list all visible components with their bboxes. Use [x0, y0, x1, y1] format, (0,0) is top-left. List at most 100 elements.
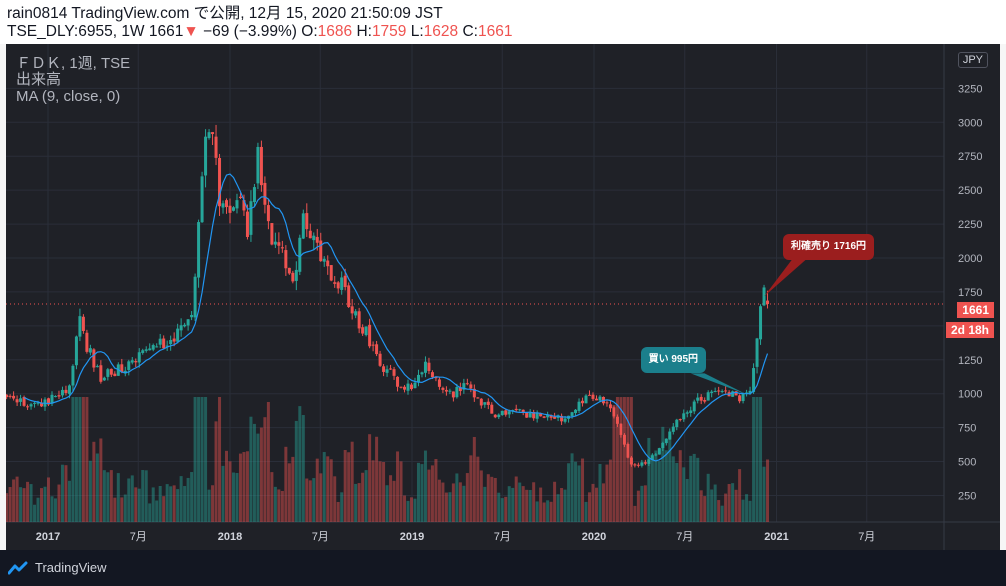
candle-body [179, 325, 183, 331]
candle-body [151, 345, 155, 350]
volume-bar [225, 450, 229, 522]
candle-body [294, 269, 298, 281]
volume-bar [214, 421, 218, 522]
volume-bar [605, 464, 609, 522]
candle-body [144, 349, 148, 351]
volume-bar [368, 434, 372, 522]
candle-body [368, 324, 372, 347]
time-tick-label: 2020 [582, 531, 606, 543]
chart-panel[interactable]: 2505007501000125015001750200022502500275… [6, 44, 1000, 550]
tradingview-brand[interactable]: TradingView [8, 560, 107, 575]
close-label: C: [462, 23, 478, 40]
volume-bar [588, 492, 592, 522]
volume-bar [406, 500, 410, 522]
candle-body [588, 394, 592, 396]
annotation-pointers [690, 259, 807, 395]
volume-bar [127, 478, 131, 522]
volume-bar [577, 465, 581, 522]
candle-body [500, 410, 504, 416]
candle-body [336, 282, 340, 289]
grid [6, 44, 1000, 550]
candle-body [88, 348, 92, 353]
volume-bar [134, 487, 138, 522]
volume-bar [657, 461, 661, 522]
candle-body [612, 407, 616, 417]
candle-body [584, 395, 588, 404]
volume-bar [556, 494, 560, 522]
volume-bar [734, 489, 738, 522]
volume-bar [19, 487, 23, 522]
buy-pointer [690, 373, 747, 395]
candle-body [675, 419, 679, 428]
volume-bar [113, 497, 117, 522]
time-tick-label: 7月 [130, 531, 147, 543]
last-price: 1661 [148, 23, 184, 40]
candle-body [664, 438, 668, 444]
close-value: 1661 [477, 23, 513, 40]
candle-body [287, 267, 291, 274]
candle-body [273, 241, 277, 245]
volume-bar [441, 482, 445, 522]
candle-body [354, 311, 358, 316]
buy-annotation[interactable]: 買い 995円 [640, 347, 707, 374]
legend-ma[interactable]: MA (9, close, 0) [16, 88, 121, 105]
candle-body [745, 392, 749, 394]
price-chart[interactable]: 2505007501000125015001750200022502500275… [6, 44, 1000, 550]
candle-body [29, 404, 33, 407]
volume-bar [553, 481, 557, 522]
volume-bar [493, 477, 497, 522]
candle-body [211, 132, 215, 135]
candle-body [766, 300, 770, 304]
price-tick-label: 3000 [958, 117, 982, 129]
volume-bar [183, 486, 187, 522]
legend-volume[interactable]: 出来高 [16, 71, 62, 88]
volume-bar [204, 397, 208, 522]
candle-body [521, 409, 525, 413]
candle-body [528, 412, 532, 418]
volume-bar [36, 497, 40, 522]
volume-bar [650, 454, 654, 522]
candle-body [472, 388, 476, 398]
candle-body [717, 390, 721, 392]
volume-bar [500, 498, 504, 522]
candle-body [382, 366, 386, 372]
candle-body [661, 442, 665, 448]
volume-bar [43, 486, 47, 522]
candle-body [102, 377, 106, 381]
candle-body [50, 394, 54, 404]
candle-body [245, 211, 249, 237]
candle-body [720, 390, 724, 392]
candle-body [713, 391, 717, 393]
volume-bar [221, 465, 225, 522]
volume-bar [581, 458, 585, 522]
candle-body [535, 412, 539, 419]
volume-bar [162, 496, 166, 522]
candle-body [85, 332, 89, 352]
candle-body [270, 223, 274, 245]
volume-bar [640, 485, 644, 522]
volume-bar [689, 455, 693, 522]
volume-bar [361, 472, 365, 522]
candle-body [371, 344, 375, 346]
candle-body [340, 277, 344, 290]
volume-bar [612, 404, 616, 522]
candle-body [162, 338, 166, 349]
volume-bar [116, 473, 120, 522]
volume-bar [130, 475, 134, 522]
candle-body [249, 201, 253, 235]
currency-badge[interactable]: JPY [957, 52, 988, 68]
candle-body [329, 265, 333, 281]
volume-bar [542, 502, 546, 522]
volume-bar [720, 505, 724, 522]
candle-body [315, 236, 319, 243]
volume-bar [434, 459, 438, 522]
candle-body [434, 376, 438, 379]
volume-bar [270, 472, 274, 522]
open-value: 1686 [317, 23, 353, 40]
sell-annotation[interactable]: 利確売り 1716円 [783, 233, 875, 260]
candle-body [647, 459, 651, 464]
candle-body [134, 361, 138, 363]
candle-body [458, 387, 462, 392]
candle-body [396, 376, 400, 387]
volume-bar [280, 490, 284, 522]
